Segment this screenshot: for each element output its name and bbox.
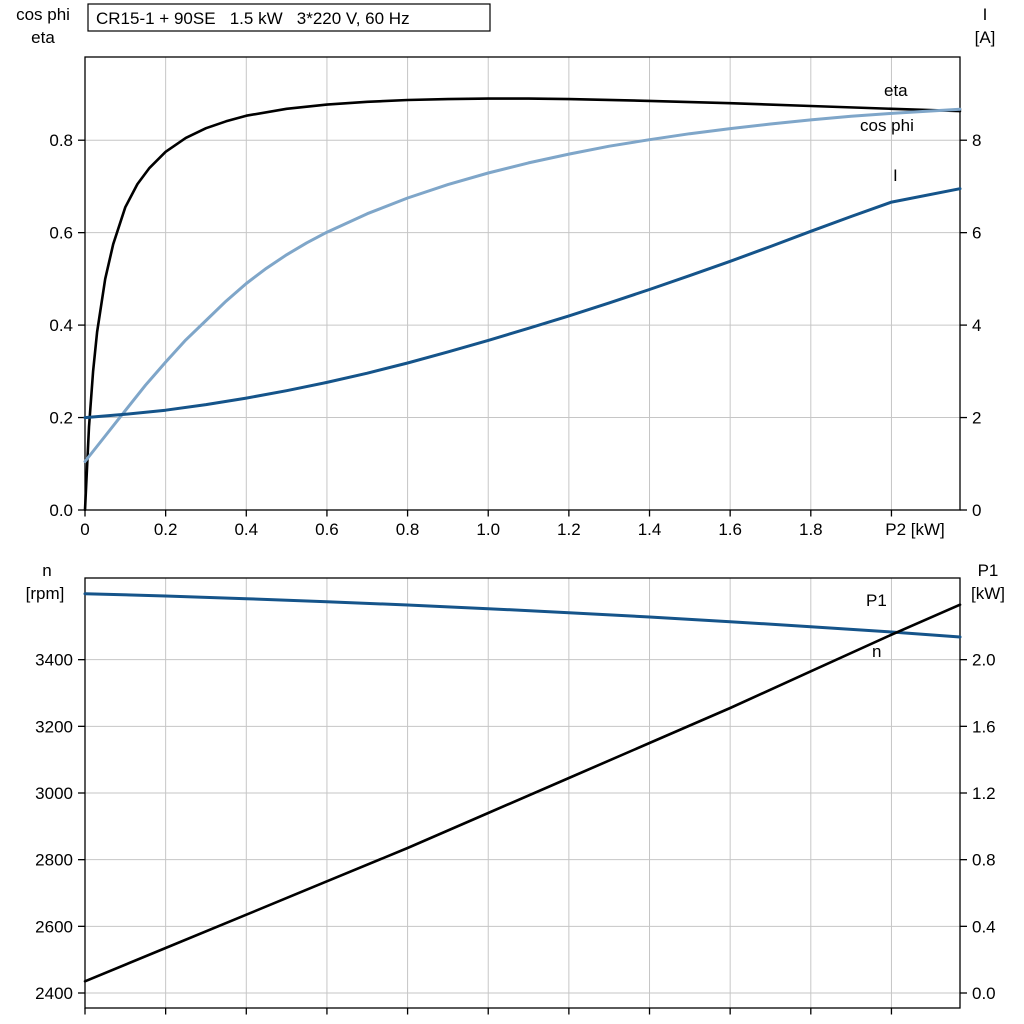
current-curve-label: I: [893, 166, 898, 185]
top-right-axis-label-line1: I: [983, 5, 988, 24]
x-tick-label: 1.6: [718, 520, 742, 539]
bottom-left-axis-label-line1: n: [42, 561, 51, 580]
right-tick-label: 0: [972, 501, 981, 520]
left-tick-label: 0.0: [49, 501, 73, 520]
bottom-right-axis-label-line1: P1: [978, 561, 999, 580]
chart-title-text: CR15-1 + 90SE 1.5 kW 3*220 V, 60 Hz: [96, 9, 410, 28]
bottom-chart-generated-layer: 2400 2600 2800 3000 3200 3400 0.0 0.4 0.8 1.2 1.6 2…: [35, 577, 996, 1015]
left-tick-label: 2400: [35, 984, 73, 1003]
x-tick-label: 0.2: [154, 520, 178, 539]
x-axis-label: P2 [kW]: [885, 520, 945, 539]
curve-P1: [83, 603, 962, 983]
right-tick-label: 0.4: [972, 917, 996, 936]
top-left-axis-label-line2: eta: [31, 28, 55, 47]
x-tick-label: 1.2: [557, 520, 581, 539]
top-chart-static-labels: cos phi eta I [A] CR15-1 + 90SE 1.5 kW 3…: [16, 3, 996, 539]
right-tick-label: 1.2: [972, 784, 996, 803]
left-tick-label: 0.8: [49, 131, 73, 150]
top-left-axis-label-line1: cos phi: [16, 5, 70, 24]
cos-phi-curve-label: cos phi: [860, 116, 914, 135]
right-tick-label: 2: [972, 409, 981, 428]
left-tick-label: 0.2: [49, 409, 73, 428]
x-tick-label: 1.4: [638, 520, 662, 539]
curve-I: [83, 187, 962, 420]
eta-curve-label: eta: [884, 81, 908, 100]
left-tick-label: 0.6: [49, 224, 73, 243]
bottom-right-axis-label-line2: [kW]: [971, 584, 1005, 603]
x-tick-label: 0.6: [315, 520, 339, 539]
left-tick-label: 3200: [35, 717, 73, 736]
right-tick-label: 2.0: [972, 651, 996, 670]
n-curve-label: n: [872, 642, 881, 661]
x-tick-label: 1.0: [476, 520, 500, 539]
curve-eta: [83, 97, 962, 512]
right-tick-label: 1.6: [972, 717, 996, 736]
x-tick-label: 0: [80, 520, 89, 539]
right-tick-label: 4: [972, 316, 981, 335]
left-tick-label: 3400: [35, 651, 73, 670]
top-right-axis-label-line2: [A]: [975, 28, 996, 47]
x-tick-label: 1.8: [799, 520, 823, 539]
right-tick-label: 0.0: [972, 984, 996, 1003]
left-tick-label: 3000: [35, 784, 73, 803]
right-tick-label: 6: [972, 224, 981, 243]
right-tick-label: 0.8: [972, 851, 996, 870]
bottom-chart-static-labels: n [rpm] P1 [kW] P1 n: [26, 561, 1005, 661]
curve-n: [83, 592, 962, 639]
x-tick-label: 0.4: [234, 520, 258, 539]
curve-cos-phi: [83, 107, 962, 463]
p1-curve-label: P1: [866, 591, 887, 610]
left-tick-label: 2600: [35, 917, 73, 936]
left-tick-label: 0.4: [49, 316, 73, 335]
plot-frame: [84, 56, 961, 511]
right-tick-label: 8: [972, 131, 981, 150]
bottom-left-axis-label-line2: [rpm]: [26, 584, 65, 603]
x-tick-label: 0.8: [396, 520, 420, 539]
left-tick-label: 2800: [35, 851, 73, 870]
top-chart-generated-layer: 0.0 0.2 0.4 0.6 0.8 0 2 4 6 8 0 0.2 0.4 0.6 0.8 1.0 1.2 1…: [49, 56, 981, 539]
chart-title-box: [87, 3, 491, 32]
